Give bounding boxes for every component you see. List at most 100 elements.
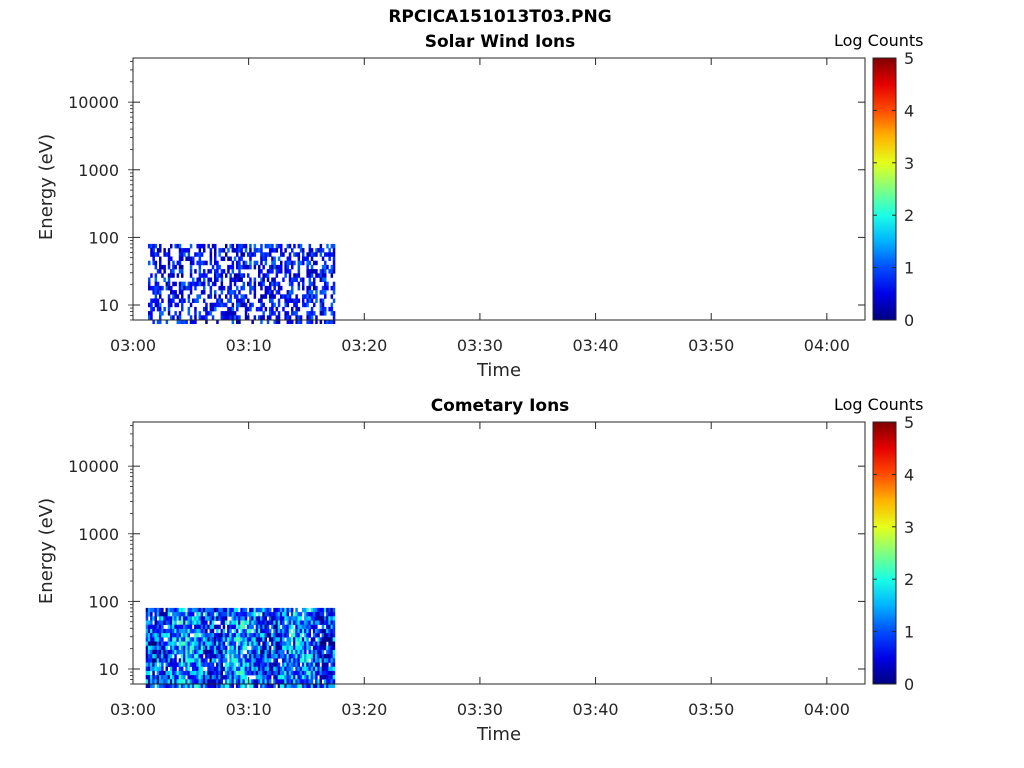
spectrogram-cell (277, 662, 281, 667)
spectrogram-cell (275, 649, 278, 655)
spectrogram-cell (240, 662, 243, 667)
spectrogram-cell (330, 645, 333, 651)
spectrogram-cell (321, 658, 325, 663)
spectrogram-cell (211, 679, 215, 684)
spectrogram-cell (198, 248, 202, 253)
spectrogram-cell (260, 248, 263, 253)
spectrogram-cell (161, 298, 164, 303)
spectrogram-cell (176, 675, 179, 680)
spectrogram-cell (163, 641, 166, 646)
spectrogram-cell (330, 285, 334, 291)
spectrogram-cell (236, 264, 239, 270)
spectrogram-cell (180, 616, 184, 621)
spectrogram-cell (277, 285, 281, 291)
spectrogram-cell (216, 273, 219, 278)
spectrogram-cell (198, 666, 201, 672)
spectrogram-cell (227, 633, 230, 638)
spectrogram-cell (196, 281, 199, 287)
spectrogram-cell (271, 670, 274, 676)
spectrogram-cell (332, 315, 336, 320)
spectrogram-cell (328, 256, 331, 261)
spectrogram-cell (262, 252, 265, 257)
spectrogram-cell (169, 679, 173, 684)
spectrogram-cell (328, 649, 331, 655)
spectrogram-cell (165, 633, 168, 638)
spectrogram-cell (216, 628, 219, 634)
spectrogram-cell (301, 628, 305, 634)
spectrogram-cell (308, 277, 312, 282)
spectrogram-cell (218, 302, 221, 308)
spectrogram-cell (295, 641, 298, 646)
spectrogram-cell (315, 670, 318, 676)
spectrogram-cell (231, 302, 235, 308)
spectrogram-cell (275, 281, 279, 287)
spectrogram-cell (213, 607, 217, 613)
spectrogram-cell (194, 649, 197, 655)
spectrogram-cell (295, 683, 298, 688)
spectrogram-cell (231, 315, 235, 320)
spectrogram-cell (332, 243, 336, 249)
spectrogram-cell (244, 675, 248, 680)
spectrogram-cell (227, 683, 230, 688)
spectrogram-cell (255, 670, 259, 676)
spectrogram-cell (211, 607, 215, 613)
spectrogram-cell (231, 641, 234, 646)
spectrogram-cell (161, 264, 164, 270)
spectrogram-cell (330, 302, 334, 308)
spectrogram-cell (238, 302, 241, 308)
spectrogram-cell (209, 302, 213, 308)
spectrogram-cell (211, 645, 215, 651)
spectrogram-cell (328, 666, 331, 672)
spectrogram-cell (183, 645, 186, 651)
spectrogram-cell (209, 624, 212, 630)
spectrogram-cell (192, 256, 195, 261)
spectrogram-cell (145, 675, 149, 680)
spectrogram-cell (279, 670, 283, 676)
spectrogram-cell (187, 298, 191, 303)
spectrogram-cell (295, 654, 298, 659)
spectrogram-cell (205, 633, 208, 638)
spectrogram-cell (159, 248, 162, 253)
spectrogram-cell (209, 654, 212, 659)
spectrogram-cell (154, 281, 158, 287)
spectrogram-cell (187, 649, 190, 655)
spectrogram-cell (313, 252, 316, 257)
spectrogram-cell (238, 616, 241, 621)
spectrogram-cell (242, 285, 246, 291)
spectrogram-cell (150, 315, 153, 320)
spectrogram-cell (253, 637, 256, 642)
spectrogram-cell (312, 637, 316, 642)
spectrogram-cell (231, 645, 234, 651)
spectrogram-cell (211, 637, 215, 642)
spectrogram-cell (194, 679, 197, 684)
spectrogram-cell (218, 662, 221, 667)
spectrogram-cell (332, 290, 336, 295)
spectrogram-cell (181, 302, 184, 308)
spectrogram-cell (238, 248, 241, 253)
spectrogram-cell (194, 624, 197, 630)
x-tick-label: 04:00 (804, 700, 850, 719)
spectrogram-cell (288, 645, 292, 651)
spectrogram-cell (218, 679, 221, 684)
spectrogram-cell (260, 281, 263, 287)
spectrogram-cell (229, 273, 232, 278)
spectrogram-cell (324, 319, 327, 324)
spectrogram-cell (205, 637, 208, 642)
spectrogram-cell (308, 612, 311, 617)
spectrogram-cell (194, 645, 197, 651)
spectrogram-cell (251, 624, 254, 630)
spectrogram-cell (310, 612, 314, 617)
spectrogram-cell (187, 624, 190, 630)
spectrogram-cell (273, 302, 276, 308)
spectrogram-cell (220, 612, 223, 617)
spectrogram-cell (229, 633, 232, 638)
spectrogram-cell (332, 666, 336, 672)
spectrogram-cell (161, 645, 164, 651)
spectrogram-cell (158, 616, 162, 621)
spectrogram-cell (244, 654, 248, 659)
spectrogram-cell (169, 670, 173, 676)
spectrogram-cell (275, 290, 279, 295)
spectrogram-cell (310, 670, 314, 676)
spectrogram-cell (158, 679, 162, 684)
spectrogram-cell (293, 641, 296, 646)
